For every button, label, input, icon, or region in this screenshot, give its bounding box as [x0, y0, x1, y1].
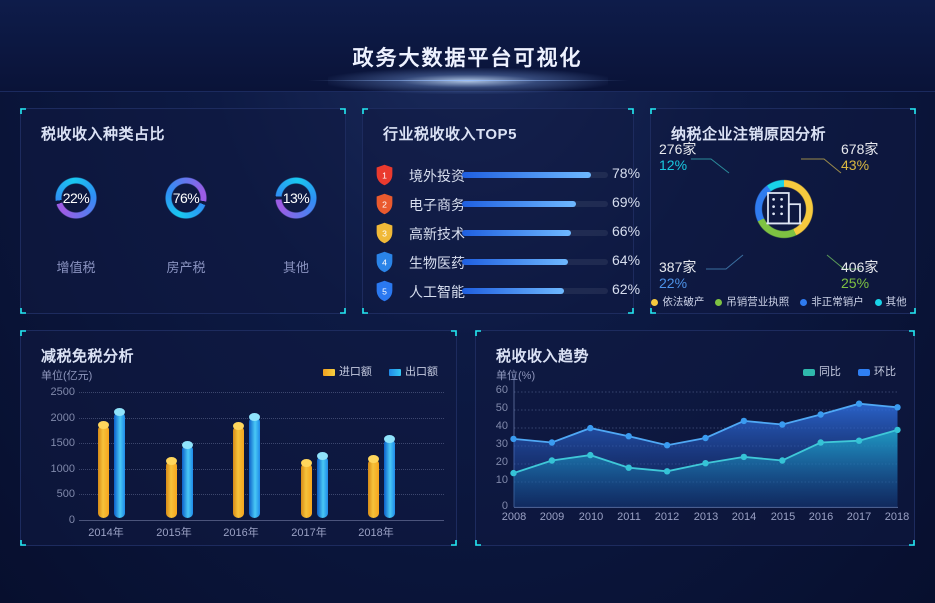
svg-text:1: 1	[382, 171, 387, 181]
svg-text:5: 5	[382, 287, 387, 297]
svg-text:2: 2	[382, 200, 387, 210]
svg-text:4: 4	[382, 258, 387, 268]
svg-text:3: 3	[382, 229, 387, 239]
